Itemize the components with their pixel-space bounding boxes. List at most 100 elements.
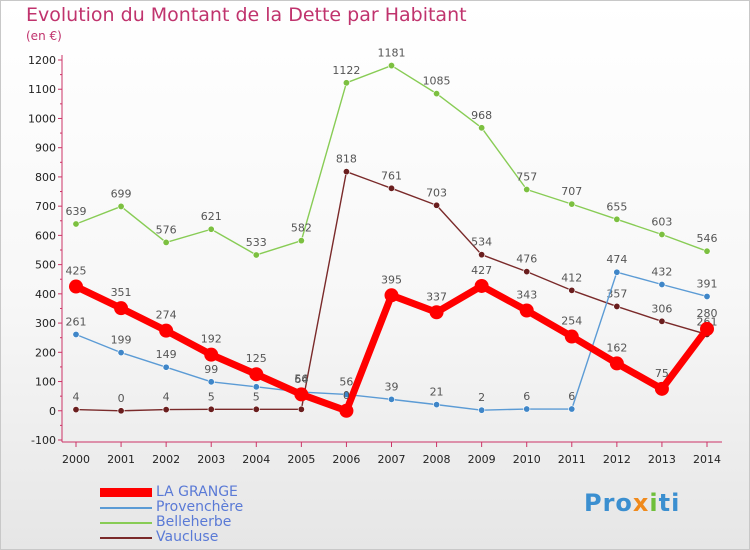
data-label-provench-re: 2 xyxy=(478,391,485,404)
data-point-la-grange xyxy=(294,387,309,402)
data-label-la-grange: 125 xyxy=(246,352,267,365)
data-label-vaucluse: 4 xyxy=(73,391,80,404)
data-point-belleherbe xyxy=(72,220,80,228)
data-point-la-grange xyxy=(609,356,624,371)
y-tick-label: 200 xyxy=(35,346,56,359)
data-point-belleherbe xyxy=(523,185,531,193)
data-point-belleherbe xyxy=(342,79,350,87)
data-point-vaucluse xyxy=(433,201,441,209)
data-point-vaucluse xyxy=(613,302,621,310)
x-tick-label: 2007 xyxy=(378,453,406,466)
logo-part: x xyxy=(632,489,650,517)
y-tick-label: 0 xyxy=(49,405,56,418)
data-point-la-grange xyxy=(69,279,83,294)
data-point-provench-re xyxy=(478,406,486,414)
data-label-belleherbe: 968 xyxy=(471,109,492,122)
data-label-belleherbe: 1085 xyxy=(423,75,451,88)
data-point-belleherbe xyxy=(117,202,125,210)
x-tick-label: 2009 xyxy=(468,453,496,466)
data-point-provench-re xyxy=(568,405,576,413)
chart-title: Evolution du Montant de la Dette par Hab… xyxy=(26,4,467,26)
y-unit-label: (en €) xyxy=(26,29,62,43)
y-tick-label: 400 xyxy=(35,288,56,301)
data-label-la-grange: 75 xyxy=(655,367,669,380)
data-point-belleherbe xyxy=(387,62,395,70)
data-point-belleherbe xyxy=(568,200,576,208)
x-tick-label: 2008 xyxy=(423,453,451,466)
data-point-belleherbe xyxy=(297,237,305,245)
data-label-la-grange: 274 xyxy=(156,309,177,322)
data-point-vaucluse xyxy=(478,251,486,259)
data-point-la-grange xyxy=(114,301,129,316)
data-point-vaucluse xyxy=(568,286,576,294)
y-tick-label: 800 xyxy=(35,171,56,184)
data-label-belleherbe: 582 xyxy=(291,222,312,235)
data-point-provench-re xyxy=(252,383,260,391)
data-label-vaucluse: 476 xyxy=(516,253,537,266)
data-point-la-grange xyxy=(654,381,669,396)
data-label-la-grange: 254 xyxy=(561,315,582,328)
data-label-provench-re: 99 xyxy=(204,363,218,376)
data-point-la-grange xyxy=(564,329,579,344)
data-label-provench-re: 391 xyxy=(697,277,718,290)
x-tick-label: 2012 xyxy=(603,453,631,466)
data-label-belleherbe: 546 xyxy=(697,232,718,245)
data-label-la-grange: 343 xyxy=(516,289,537,302)
data-point-belleherbe xyxy=(703,247,711,255)
data-point-vaucluse xyxy=(72,406,80,414)
legend-item: Provenchère xyxy=(100,499,300,515)
data-label-la-grange: 280 xyxy=(697,307,718,320)
data-label-vaucluse: 703 xyxy=(426,186,447,199)
data-label-vaucluse: 306 xyxy=(651,302,672,315)
data-point-vaucluse xyxy=(297,405,305,413)
data-label-belleherbe: 603 xyxy=(651,216,672,229)
data-label-belleherbe: 699 xyxy=(111,187,132,200)
legend-label: Vaucluse xyxy=(156,529,219,545)
data-label-la-grange: 337 xyxy=(426,290,447,303)
data-point-la-grange xyxy=(339,403,354,418)
data-label-provench-re: 474 xyxy=(606,253,627,266)
data-label-la-grange: 351 xyxy=(111,286,132,299)
proxiti-logo: Proxiti xyxy=(584,489,680,517)
data-point-la-grange xyxy=(429,305,444,320)
data-label-provench-re: 149 xyxy=(156,348,177,361)
data-label-provench-re: 39 xyxy=(385,380,399,393)
legend-item: Belleherbe xyxy=(100,514,300,530)
data-point-belleherbe xyxy=(613,215,621,223)
data-point-la-grange xyxy=(700,321,714,336)
y-tick-label: 1000 xyxy=(28,112,56,125)
data-label-provench-re: 261 xyxy=(66,315,87,328)
x-tick-label: 2014 xyxy=(693,453,721,466)
y-tick-label: 500 xyxy=(35,259,56,272)
x-tick-label: 2010 xyxy=(513,453,541,466)
data-label-belleherbe: 1122 xyxy=(332,64,360,77)
legend-swatch xyxy=(100,507,152,509)
y-tick-label: 900 xyxy=(35,142,56,155)
x-tick-label: 2003 xyxy=(197,453,225,466)
data-label-belleherbe: 533 xyxy=(246,236,267,249)
data-label-la-grange: 192 xyxy=(201,333,222,346)
data-label-provench-re: 56 xyxy=(339,375,353,388)
legend-label: Belleherbe xyxy=(156,514,232,530)
data-label-belleherbe: 707 xyxy=(561,185,582,198)
y-tick-label: 600 xyxy=(35,229,56,242)
y-tick-label: 100 xyxy=(35,376,56,389)
legend-swatch xyxy=(100,537,152,539)
data-point-vaucluse xyxy=(162,406,170,414)
x-tick-label: 2002 xyxy=(152,453,180,466)
data-point-la-grange xyxy=(159,323,174,338)
data-label-belleherbe: 655 xyxy=(606,200,627,213)
y-tick-label: 700 xyxy=(35,200,56,213)
y-tick-label: 1100 xyxy=(28,83,56,96)
data-point-vaucluse xyxy=(342,168,350,176)
data-point-provench-re xyxy=(387,395,395,403)
data-point-provench-re xyxy=(523,405,531,413)
data-point-belleherbe xyxy=(478,124,486,132)
data-label-la-grange: 0 xyxy=(343,389,350,402)
data-label-belleherbe: 757 xyxy=(516,170,537,183)
data-point-belleherbe xyxy=(162,238,170,246)
data-point-la-grange xyxy=(384,288,399,303)
x-tick-label: 2006 xyxy=(332,453,360,466)
logo-part: Pro xyxy=(584,489,633,517)
